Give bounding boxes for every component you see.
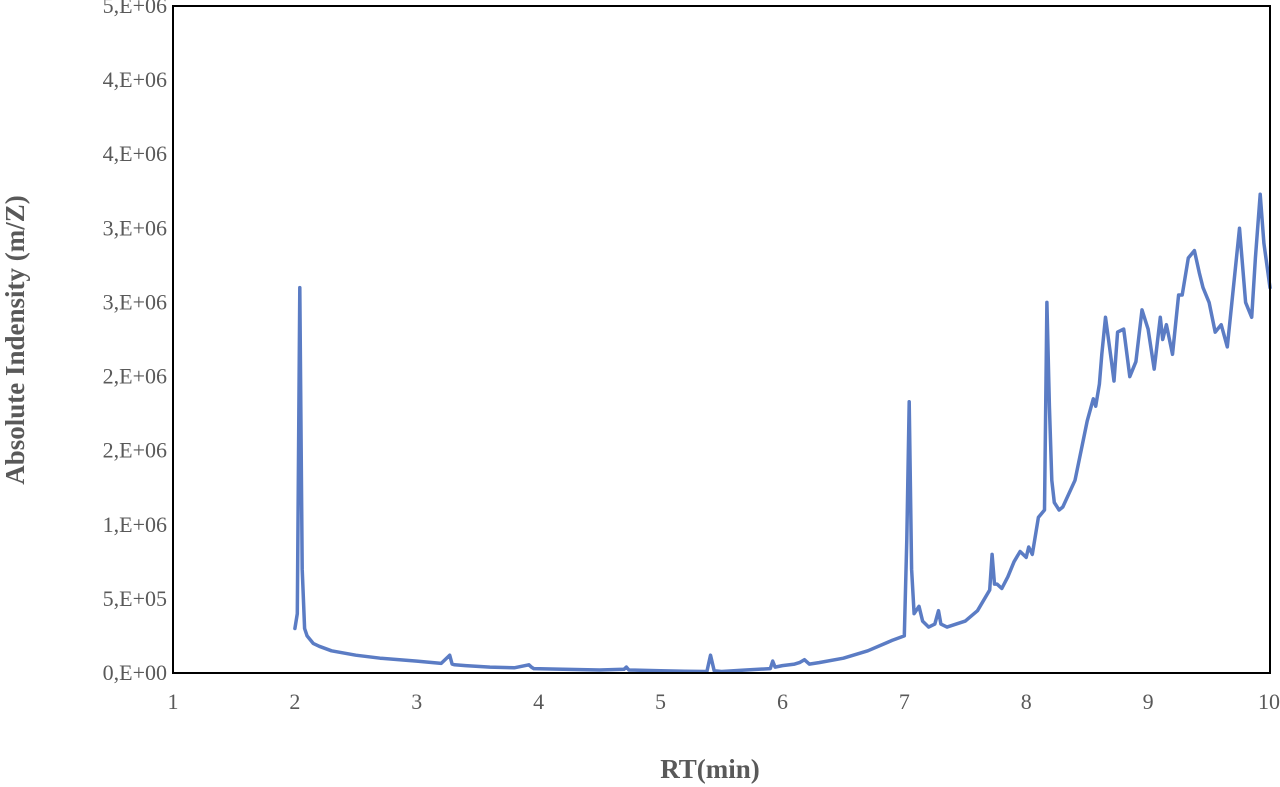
x-axis-title: RT(min) xyxy=(660,754,760,784)
x-tick-label: 4 xyxy=(533,689,544,714)
y-tick-label: 5,E+05 xyxy=(103,586,167,611)
y-tick-label: 4,E+06 xyxy=(103,67,167,92)
y-tick-label: 3,E+06 xyxy=(103,289,167,314)
x-tick-label: 7 xyxy=(899,689,910,714)
y-tick-label: 4,E+06 xyxy=(103,141,167,166)
y-axis-ticks: 0,E+00 5,E+05 1,E+06 2,E+06 2,E+06 3,E+06 3,E+… xyxy=(103,0,167,685)
x-tick-label: 9 xyxy=(1143,689,1154,714)
y-tick-label: 2,E+06 xyxy=(103,438,167,463)
x-tick-label: 1 xyxy=(168,689,179,714)
series-line xyxy=(293,192,1272,674)
x-tick-label: 2 xyxy=(289,689,300,714)
y-tick-label: 1,E+06 xyxy=(103,512,167,537)
y-tick-label: 0,E+00 xyxy=(103,660,167,685)
x-axis-ticks: 1 2 3 4 5 6 7 8 9 10 xyxy=(168,689,1280,714)
x-tick-label: 8 xyxy=(1021,689,1032,714)
x-tick-label: 3 xyxy=(411,689,422,714)
plot-area-frame xyxy=(172,5,1271,674)
y-tick-label: 5,E+06 xyxy=(103,0,167,18)
x-tick-label: 6 xyxy=(777,689,788,714)
y-tick-label: 3,E+06 xyxy=(103,215,167,240)
y-axis-title: Absolute Indensity (m/Z) xyxy=(0,195,30,485)
x-tick-label: 10 xyxy=(1258,689,1280,714)
x-tick-label: 5 xyxy=(655,689,666,714)
y-tick-label: 2,E+06 xyxy=(103,364,167,389)
